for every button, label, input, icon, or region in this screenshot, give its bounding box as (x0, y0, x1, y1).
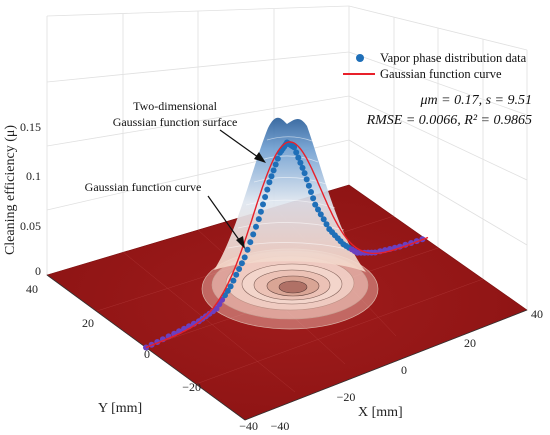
data-point (260, 201, 266, 208)
data-point (274, 155, 281, 162)
annotation-text: Gaussian function curve (85, 180, 202, 194)
x-axis-label: X [mm] (358, 405, 403, 420)
annotation-arrowhead (254, 152, 266, 163)
data-point (244, 246, 251, 253)
y-tick-label: −40 (239, 419, 258, 433)
z-axis: 0 0.05 0.1 0.15 Cleaning efficiency (μ) (3, 120, 41, 278)
z-tick-label: 0.1 (26, 169, 41, 183)
data-point (257, 208, 264, 215)
legend-label: Vapor phase distribution data (380, 51, 527, 65)
x-tick-label: 0 (401, 363, 407, 377)
data-point (213, 305, 220, 312)
data-point (272, 161, 279, 168)
data-point (255, 216, 262, 223)
data-point (222, 292, 228, 299)
data-point (297, 159, 304, 166)
y-tick-label: 0 (144, 347, 150, 361)
annotation-arrow (207, 195, 243, 245)
y-tick-label: 20 (82, 316, 94, 330)
data-point (303, 176, 310, 183)
fit-stats: μm = 0.17, s = 9.51 RMSE = 0.0066, R² = … (366, 93, 532, 128)
data-point (247, 239, 254, 246)
fit-metrics: RMSE = 0.0066, R² = 0.9865 (366, 113, 532, 128)
x-tick-label: −40 (271, 419, 290, 433)
legend-marker-data (356, 54, 364, 62)
y-axis: 40 20 0 −20 −40 Y [mm] (26, 282, 258, 433)
data-point (268, 173, 275, 180)
data-point (262, 194, 269, 200)
data-point (320, 216, 327, 223)
data-point (305, 182, 312, 189)
data-point (264, 186, 271, 193)
y-axis-label: Y [mm] (98, 401, 142, 416)
z-tick-label: 0.05 (20, 219, 41, 233)
data-point (308, 189, 314, 195)
y-tick-label: 40 (26, 282, 38, 296)
x-tick-label: 40 (531, 307, 543, 321)
z-axis-label: Cleaning efficiency (μ) (3, 125, 18, 255)
data-point (295, 154, 302, 161)
annotation-surface: Two-dimensional Gaussian function surfac… (113, 99, 266, 163)
legend: Vapor phase distribution data Gaussian f… (343, 51, 527, 81)
data-point (310, 195, 317, 202)
data-point (323, 221, 330, 228)
annotation-curve: Gaussian function curve (85, 180, 245, 249)
axis-box-back (46, 5, 528, 310)
data-point (291, 144, 298, 151)
data-point (312, 201, 319, 208)
data-point (372, 249, 379, 256)
surface-contours (201, 248, 379, 330)
data-point (317, 211, 324, 218)
data-point (238, 260, 245, 267)
x-axis: −40 −20 0 20 40 X [mm] (271, 307, 543, 433)
annotation-text: Gaussian function surface (113, 115, 238, 129)
annotation-arrow (219, 129, 263, 161)
data-point (227, 283, 234, 290)
data-point (224, 287, 231, 294)
data-point (233, 271, 240, 278)
fit-params: μm = 0.17, s = 9.51 (420, 93, 532, 108)
data-point (299, 164, 306, 171)
z-tick-label: 0 (35, 264, 41, 278)
x-tick-label: 20 (464, 336, 476, 350)
fit-layer (145, 141, 429, 349)
data-point (270, 167, 277, 174)
data-point (301, 170, 308, 177)
data-point (250, 231, 257, 238)
annotation-text: Two-dimensional (133, 99, 217, 113)
legend-label: Gaussian function curve (380, 67, 502, 81)
z-tick-label: 0.15 (20, 120, 41, 134)
data-point (253, 223, 259, 230)
y-tick-label: −20 (182, 380, 201, 394)
fit-curve-line (145, 141, 429, 349)
data-point (236, 266, 243, 272)
data-point (241, 254, 248, 261)
annotation-arrowhead (236, 236, 245, 249)
data-point (293, 149, 300, 156)
x-tick-label: −20 (337, 390, 356, 404)
data-point (315, 206, 321, 213)
data-point (266, 179, 273, 186)
data-point (230, 277, 237, 284)
